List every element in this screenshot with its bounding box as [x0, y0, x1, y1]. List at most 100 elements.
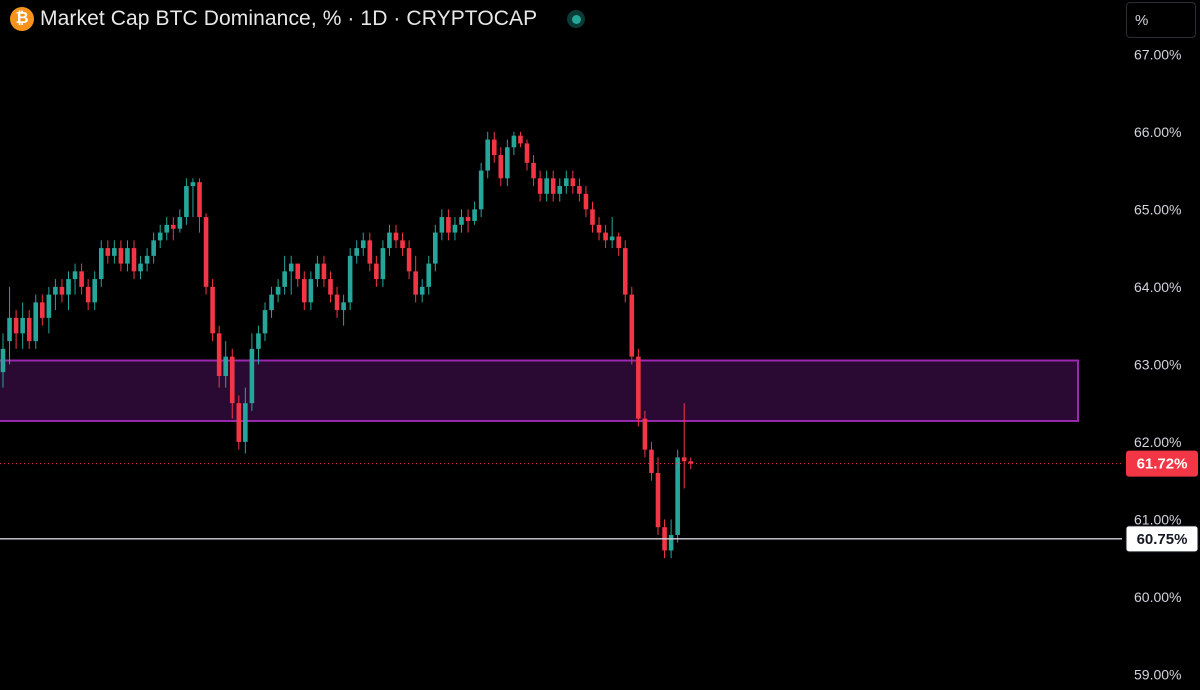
candle[interactable] [229, 348, 235, 419]
candle[interactable] [138, 255, 143, 280]
candle[interactable] [125, 240, 130, 272]
candle[interactable] [636, 348, 641, 427]
candle[interactable] [655, 457, 661, 535]
candle[interactable] [688, 457, 694, 470]
current-price-label[interactable]: 61.72% [1126, 450, 1198, 477]
candle[interactable] [26, 310, 32, 349]
candle[interactable] [308, 271, 314, 311]
candle[interactable] [341, 294, 346, 326]
candle[interactable] [302, 271, 307, 311]
candle[interactable] [243, 387, 248, 454]
candle[interactable] [419, 279, 425, 303]
candle[interactable] [203, 213, 209, 295]
candle[interactable] [367, 232, 373, 272]
candle[interactable] [413, 255, 418, 303]
candle[interactable] [79, 263, 84, 295]
candle[interactable] [328, 271, 333, 303]
candle[interactable] [400, 232, 405, 256]
candle[interactable] [577, 178, 582, 202]
candle[interactable] [157, 224, 163, 249]
axis-mode-button[interactable]: % [1126, 2, 1196, 38]
candle[interactable] [72, 263, 78, 295]
candle[interactable] [249, 333, 255, 411]
candle[interactable] [498, 147, 504, 187]
candle[interactable] [406, 240, 412, 280]
candle[interactable] [190, 178, 196, 218]
candle[interactable] [609, 217, 615, 249]
candle[interactable] [197, 178, 202, 233]
candle[interactable] [433, 224, 438, 272]
candle[interactable] [596, 217, 602, 241]
candle[interactable] [393, 224, 399, 249]
candle[interactable] [59, 279, 65, 303]
candle[interactable] [177, 209, 183, 233]
candle[interactable] [46, 286, 52, 334]
candle[interactable] [282, 255, 287, 295]
candle[interactable] [131, 240, 137, 280]
candle[interactable] [262, 302, 268, 342]
candle[interactable] [85, 279, 91, 311]
candle[interactable] [269, 286, 274, 318]
candle[interactable] [426, 255, 432, 295]
candle[interactable] [105, 240, 111, 264]
candle[interactable] [210, 279, 215, 342]
candle[interactable] [236, 395, 242, 450]
candle[interactable] [472, 201, 477, 225]
candle[interactable] [616, 232, 621, 256]
candle[interactable] [387, 224, 392, 256]
candle[interactable] [478, 162, 484, 218]
candle[interactable] [537, 170, 543, 202]
candle[interactable] [557, 178, 563, 202]
support-zone[interactable] [0, 359, 1079, 422]
candle[interactable] [151, 232, 156, 264]
candle[interactable] [531, 155, 536, 187]
candle[interactable] [622, 240, 628, 303]
candle[interactable] [0, 333, 6, 388]
candle[interactable] [570, 170, 576, 194]
candle[interactable] [524, 139, 530, 171]
candle[interactable] [20, 302, 25, 349]
candle[interactable] [518, 131, 523, 148]
candle[interactable] [40, 294, 45, 326]
candle[interactable] [511, 131, 517, 156]
candle[interactable] [465, 209, 471, 233]
candle[interactable] [315, 255, 320, 287]
bitcoin-icon[interactable]: ₿ [10, 7, 34, 31]
candle[interactable] [275, 279, 281, 303]
candle[interactable] [295, 263, 301, 287]
candle[interactable] [347, 248, 353, 311]
candle[interactable] [13, 310, 19, 349]
candle[interactable] [7, 286, 12, 365]
candle[interactable] [649, 441, 654, 481]
candle[interactable] [459, 209, 464, 233]
candle[interactable] [583, 186, 589, 218]
candle[interactable] [164, 217, 170, 241]
chart-title[interactable]: Market Cap BTC Dominance, % · 1D · CRYPT… [40, 7, 538, 30]
candle[interactable] [374, 255, 379, 287]
candle[interactable] [98, 240, 104, 287]
candle[interactable] [33, 294, 39, 349]
candle[interactable] [550, 170, 556, 202]
candle[interactable] [681, 403, 687, 489]
candle[interactable] [144, 248, 150, 272]
candle[interactable] [491, 131, 497, 163]
candle[interactable] [439, 209, 445, 241]
candle[interactable] [321, 255, 327, 287]
candle[interactable] [544, 170, 549, 202]
candle[interactable] [675, 449, 680, 543]
candle[interactable] [642, 410, 648, 458]
candle[interactable] [92, 271, 97, 311]
candle[interactable] [564, 170, 569, 194]
candle[interactable] [360, 232, 366, 256]
candle[interactable] [184, 178, 189, 225]
candle[interactable] [446, 209, 451, 241]
candle[interactable] [334, 286, 340, 318]
level-price-label[interactable]: 60.75% [1125, 525, 1199, 553]
candle[interactable] [256, 325, 261, 365]
candle[interactable] [288, 255, 294, 295]
candle[interactable] [118, 240, 124, 272]
candle[interactable] [171, 217, 176, 241]
candle[interactable] [629, 286, 635, 365]
candle[interactable] [223, 341, 228, 388]
candle[interactable] [452, 217, 458, 241]
